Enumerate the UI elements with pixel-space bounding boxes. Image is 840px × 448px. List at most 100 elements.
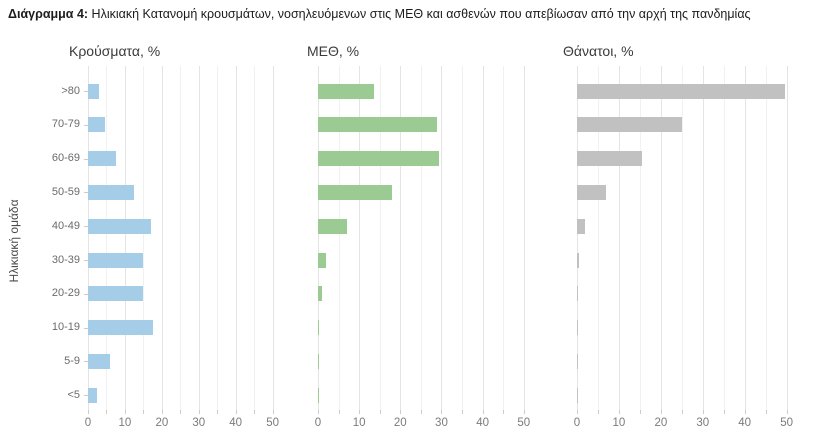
- x-tick-label: 30: [192, 417, 206, 429]
- gridline: [681, 66, 683, 410]
- x-tick-label: 30: [696, 417, 710, 429]
- x-axis-tick: [400, 410, 402, 414]
- x-axis-tick: [420, 410, 422, 414]
- gridline: [217, 66, 219, 410]
- gridline: [338, 66, 340, 410]
- x-axis-tick: [235, 410, 237, 414]
- x-axis-tick: [618, 410, 620, 414]
- bar-meth-70-79: [318, 117, 438, 133]
- gridline: [143, 66, 145, 410]
- gridline: [318, 66, 319, 410]
- gridline: [462, 66, 464, 410]
- bar-thanatoi->80: [577, 83, 785, 99]
- bar-krousmata-<5: [88, 387, 98, 403]
- gridline: [198, 66, 200, 410]
- x-tick-label: 20: [155, 417, 169, 429]
- bar-thanatoi-<5: [577, 387, 578, 403]
- x-tick-label: 40: [476, 417, 489, 429]
- x-axis-tick: [723, 410, 725, 414]
- y-axis-tick: [84, 91, 88, 92]
- y-axis-tick: [84, 361, 88, 363]
- bar-krousmata-30-39: [88, 252, 144, 268]
- bar-meth->80: [318, 83, 374, 99]
- bar-thanatoi-20-29: [577, 286, 579, 302]
- bar-krousmata-20-29: [88, 286, 144, 302]
- bar-thanatoi-50-59: [577, 184, 607, 200]
- gridline: [503, 66, 505, 410]
- bar-thanatoi-10-19: [577, 320, 578, 336]
- gridline: [577, 66, 578, 410]
- x-axis-tick: [660, 410, 662, 414]
- y-axis-tick: [84, 260, 88, 261]
- bar-meth-50-59: [318, 184, 393, 200]
- x-axis-tick: [88, 410, 89, 414]
- y-tick-label: 60-69: [51, 152, 80, 165]
- x-tick-label: 10: [612, 417, 626, 429]
- bar-meth-<5: [318, 387, 319, 403]
- x-axis-tick: [272, 410, 274, 414]
- x-tick-label: 40: [738, 417, 752, 429]
- bar-thanatoi-60-69: [577, 151, 642, 167]
- x-axis-tick: [786, 410, 788, 414]
- x-tick-label: 10: [118, 417, 132, 429]
- y-axis-tick: [84, 395, 88, 397]
- x-axis-tick: [217, 410, 219, 414]
- bar-krousmata->80: [88, 83, 100, 99]
- panel-plot-meth: 0 10 20 30 40 50: [315, 66, 532, 429]
- gridline: [523, 66, 525, 410]
- y-axis-tick: [84, 158, 88, 160]
- gridline: [420, 66, 422, 410]
- bar-meth-40-49: [318, 218, 347, 234]
- gridline: [235, 66, 237, 410]
- bar-meth-5-9: [318, 353, 319, 369]
- bar-krousmata-70-79: [88, 117, 105, 133]
- bar-meth-60-69: [318, 151, 440, 167]
- x-axis-tick: [702, 410, 704, 414]
- y-axis-tick: [84, 124, 88, 126]
- x-axis-tick: [462, 410, 464, 414]
- figure-title: Διάγραμμα 4: Ηλικιακή Κατανομή κρουσμάτω…: [8, 7, 751, 21]
- y-tick-label: 30-39: [51, 253, 80, 266]
- x-axis-tick: [681, 410, 683, 414]
- x-axis-tick: [577, 410, 578, 414]
- gridline: [379, 66, 381, 410]
- bar-krousmata-50-59: [88, 184, 135, 200]
- x-tick-label: 20: [393, 417, 407, 429]
- x-axis-tick: [523, 410, 525, 414]
- x-tick-label: 50: [780, 417, 793, 429]
- y-axis-title: Ηλικιακή ομάδα: [7, 199, 21, 283]
- gridline: [441, 66, 443, 410]
- y-axis-tick: [84, 293, 88, 295]
- y-tick-label: <5: [67, 388, 80, 401]
- x-tick-label: 0: [84, 417, 92, 429]
- x-axis-tick: [639, 410, 641, 414]
- y-tick-label: >80: [61, 84, 80, 97]
- x-axis-tick: [503, 410, 505, 414]
- gridline: [639, 66, 641, 410]
- gridline: [124, 66, 126, 410]
- x-tick-label: 50: [517, 417, 531, 429]
- bar-thanatoi-70-79: [577, 117, 682, 133]
- y-tick-label: 50-59: [51, 185, 80, 198]
- gridline: [359, 66, 361, 410]
- gridline: [786, 66, 788, 410]
- gridline: [254, 66, 256, 410]
- gridline: [400, 66, 402, 410]
- gridline: [597, 66, 599, 410]
- x-tick-label: 0: [314, 417, 322, 429]
- gridline: [272, 66, 274, 410]
- gridline: [702, 66, 704, 410]
- y-tick-label: 5-9: [64, 354, 80, 367]
- x-axis-tick: [338, 410, 340, 414]
- figure-title-prefix: Διάγραμμα 4:: [8, 7, 89, 21]
- gridline: [765, 66, 767, 410]
- y-tick-label: 20-29: [51, 287, 80, 300]
- bar-thanatoi-30-39: [577, 252, 580, 268]
- y-axis-tick: [84, 327, 88, 329]
- gridline: [744, 66, 746, 410]
- x-axis-tick: [106, 410, 108, 414]
- figure-title-rest: Ηλικιακή Κατανομή κρουσμάτων, νοσηλευόμε…: [88, 7, 751, 21]
- x-axis-tick: [180, 410, 182, 414]
- bar-meth-30-39: [318, 252, 327, 268]
